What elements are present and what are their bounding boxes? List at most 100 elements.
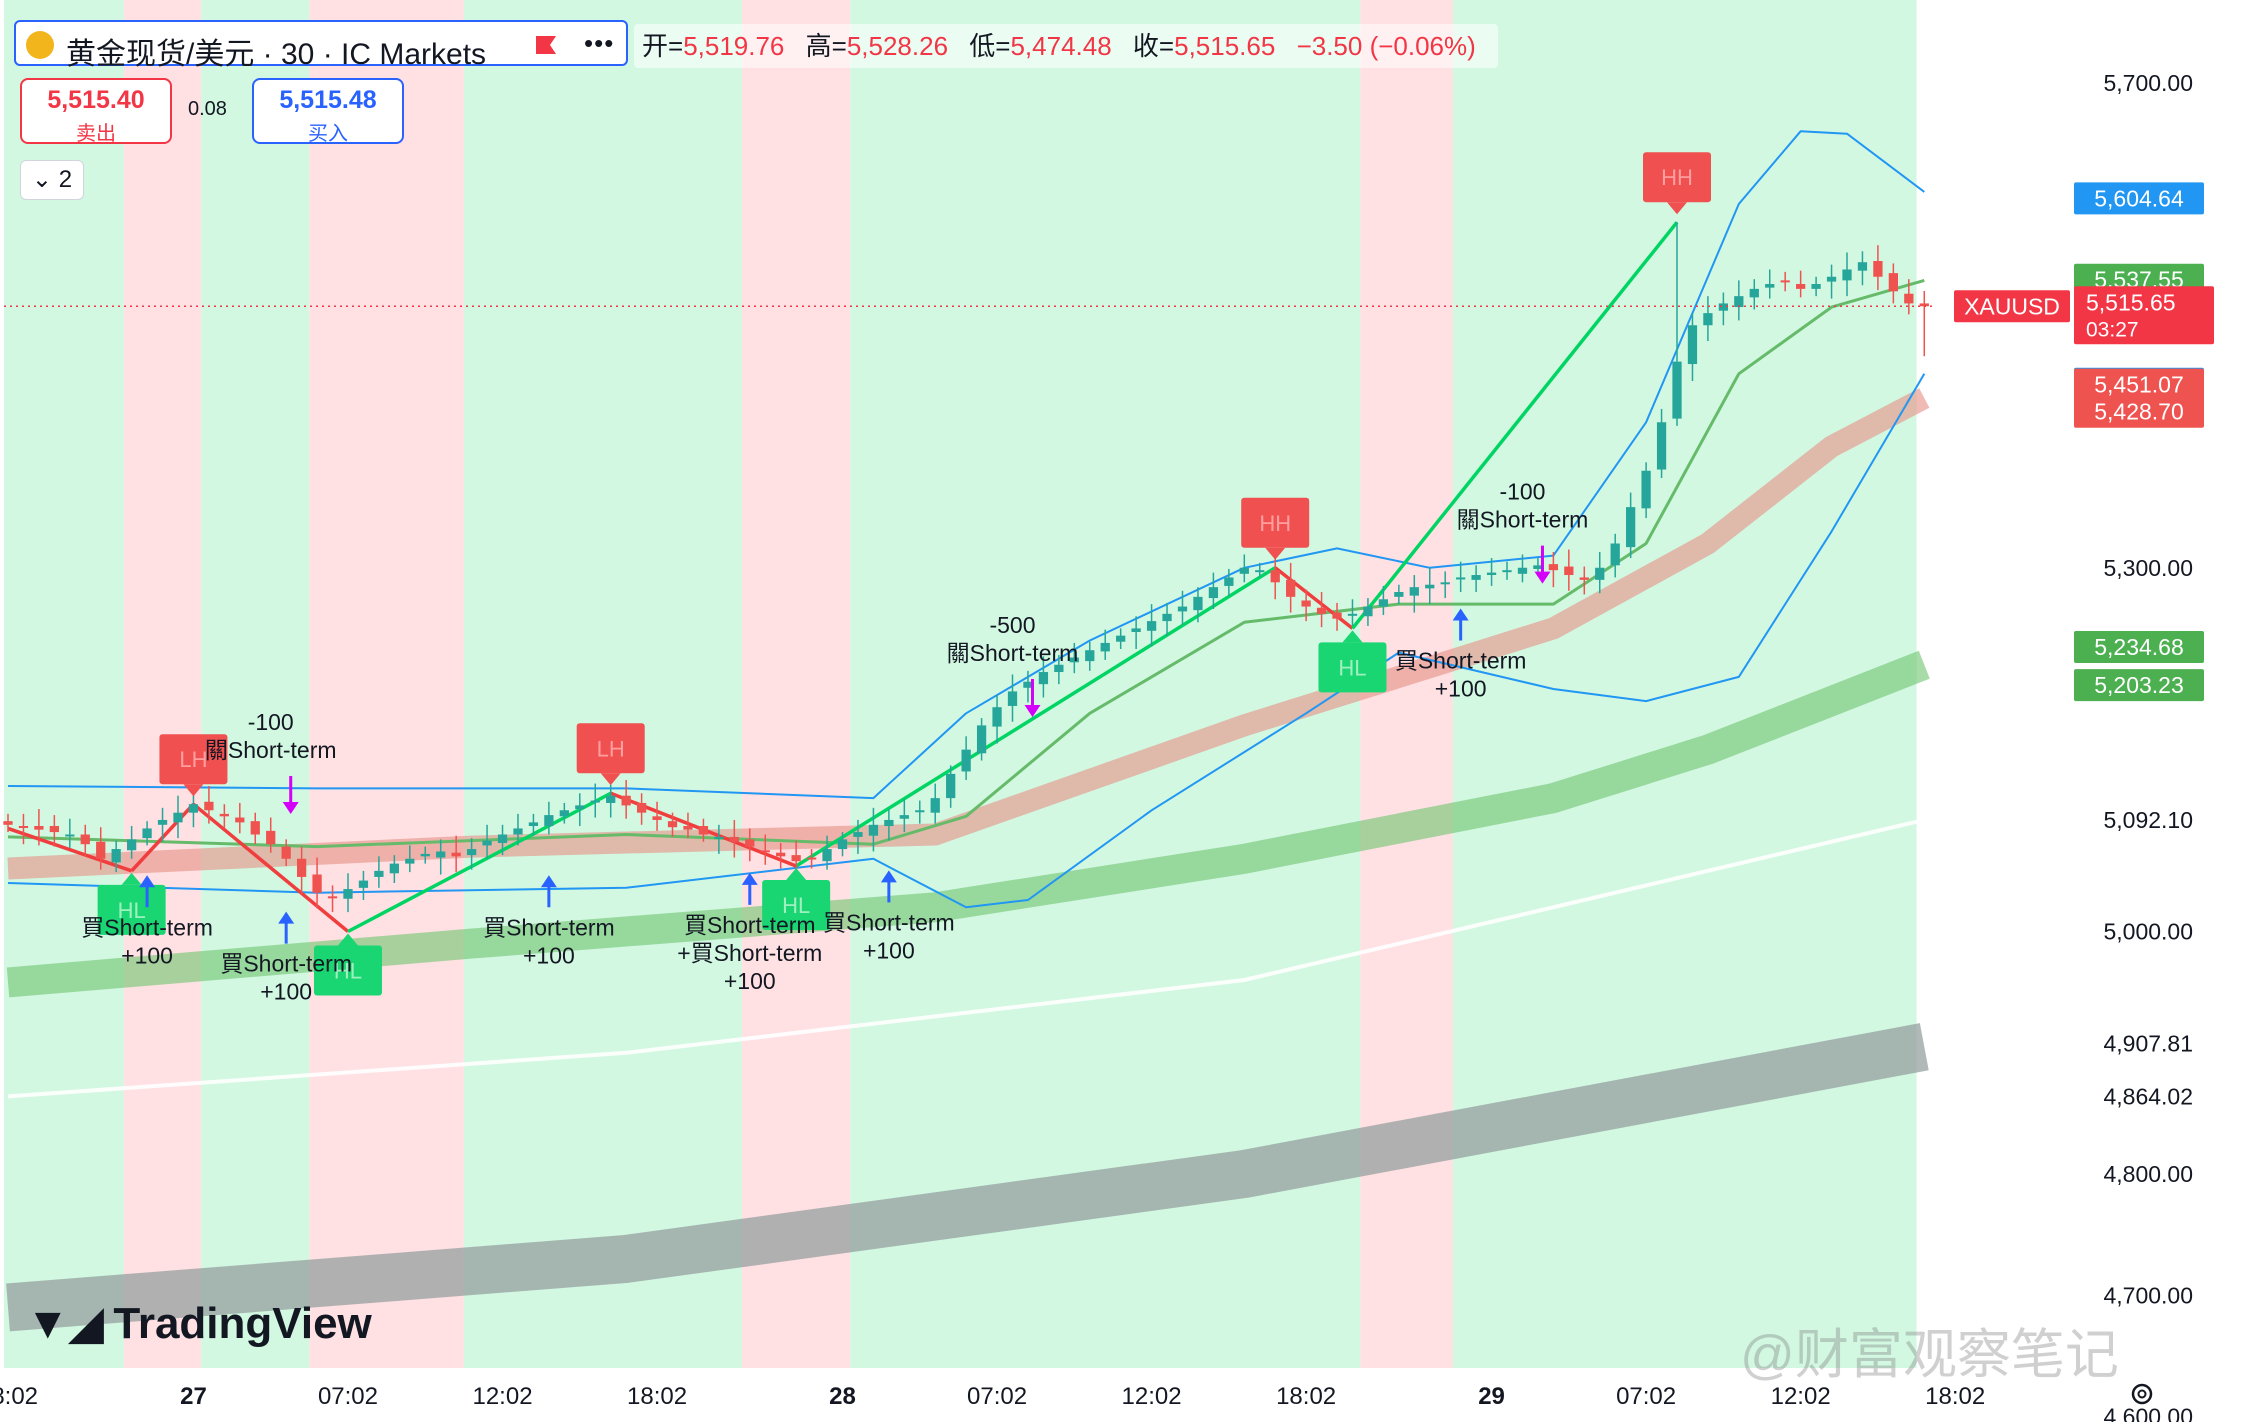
candle <box>49 815 59 847</box>
candle-body <box>49 826 59 833</box>
tradingview-logo[interactable]: ▼◢ TradingView <box>26 1298 372 1349</box>
signal-text: -100 <box>1499 479 1545 505</box>
candle <box>822 835 832 870</box>
candle-body <box>1904 293 1914 304</box>
session-zone-red <box>742 0 851 1368</box>
pivot-label: HL <box>762 868 831 931</box>
time-axis[interactable] <box>0 1368 1935 1422</box>
candle-body <box>1502 570 1512 573</box>
candle <box>1471 565 1481 592</box>
sell-button[interactable]: 5,515.40 卖出 <box>20 78 172 145</box>
pivot-box <box>576 723 645 774</box>
candle-body <box>219 813 229 817</box>
candle <box>497 824 508 856</box>
candle-body <box>946 773 956 799</box>
candle-body <box>1780 280 1790 283</box>
candle-body <box>853 832 863 837</box>
candle <box>1193 587 1203 623</box>
session-zone-green <box>4 0 124 1368</box>
candle <box>343 873 353 913</box>
candle <box>1718 292 1729 326</box>
candle <box>606 784 616 818</box>
candle-body <box>1456 577 1466 580</box>
settings-gear-icon[interactable] <box>2128 1380 2156 1408</box>
price-axis[interactable] <box>1935 0 2244 1422</box>
candle-body <box>1409 587 1419 596</box>
y-tick-label: 5,000.00 <box>2103 919 2193 945</box>
sma-white-line <box>7 817 1925 1099</box>
price-tag <box>2074 182 2204 215</box>
candle <box>173 795 183 839</box>
candle <box>590 783 600 818</box>
pivot-label: HL <box>313 933 382 996</box>
candle <box>1888 263 1899 304</box>
candle <box>1007 674 1018 722</box>
signal-text: 買Short-term <box>1395 648 1527 674</box>
pivot-pointer <box>600 773 621 786</box>
candle-body <box>436 851 446 858</box>
candle <box>1316 592 1327 628</box>
last-price-tag <box>2074 286 2214 345</box>
candle <box>776 842 786 869</box>
candle-body <box>1811 284 1821 289</box>
pivot-text: HL <box>334 959 362 984</box>
candle <box>1440 571 1450 599</box>
pivot-box <box>313 945 382 996</box>
candle <box>1486 558 1497 586</box>
flag-icon[interactable] <box>536 36 556 54</box>
more-options-icon[interactable]: ••• <box>584 28 615 58</box>
candle <box>296 846 307 894</box>
x-tick-label: 18:02 <box>1276 1383 1336 1410</box>
candle <box>281 839 291 867</box>
candle-body <box>1564 566 1574 576</box>
candle-body <box>1069 657 1079 663</box>
candle <box>1780 271 1790 292</box>
candle <box>698 818 709 842</box>
price-tag <box>2074 395 2204 428</box>
signal-text: 關Short-term <box>947 640 1079 666</box>
high-label: 高= <box>805 31 847 61</box>
pivot-text: LH <box>179 747 207 772</box>
candle-body <box>976 725 987 754</box>
symbol-search-box[interactable]: 黄金现货/美元 · 30 · IC Markets ••• <box>14 20 628 71</box>
candle-body <box>621 795 631 806</box>
buy-button[interactable]: 5,515.48 买入 <box>252 78 404 145</box>
candle-body <box>915 810 925 813</box>
candle <box>1579 566 1589 595</box>
candle-body <box>327 896 338 899</box>
buy-arrow-head-icon <box>278 911 295 924</box>
candle <box>1100 629 1110 660</box>
pivot-label: LH <box>159 734 228 797</box>
candle <box>1765 269 1775 299</box>
candle-body <box>698 826 709 835</box>
candle-body <box>1471 575 1481 580</box>
indicators-collapse-button[interactable]: ⌄ 2 <box>20 160 84 200</box>
signal-text: -500 <box>989 612 1035 638</box>
candle <box>1672 222 1682 426</box>
candle-body <box>358 880 369 888</box>
candle <box>1162 602 1172 636</box>
candle <box>80 824 90 857</box>
candle <box>714 824 724 854</box>
candle <box>1826 264 1837 299</box>
candle-body <box>1734 296 1744 308</box>
candle-body <box>729 836 739 842</box>
candle-body <box>714 836 724 839</box>
candle-body <box>806 857 817 860</box>
candle <box>1347 599 1358 626</box>
candle <box>1208 572 1219 609</box>
candle-body <box>1208 587 1219 599</box>
signal-text: +100 <box>863 937 915 963</box>
price-tag-label: 5,451.07 <box>2094 372 2184 398</box>
candle-body <box>1796 284 1806 289</box>
candle-body <box>822 849 832 862</box>
candle <box>1796 270 1806 298</box>
candle <box>1146 604 1157 647</box>
candle-body <box>1533 565 1543 569</box>
candle <box>1239 554 1249 583</box>
candle <box>559 802 569 824</box>
candle <box>1378 585 1389 616</box>
candle-body <box>1873 260 1883 277</box>
